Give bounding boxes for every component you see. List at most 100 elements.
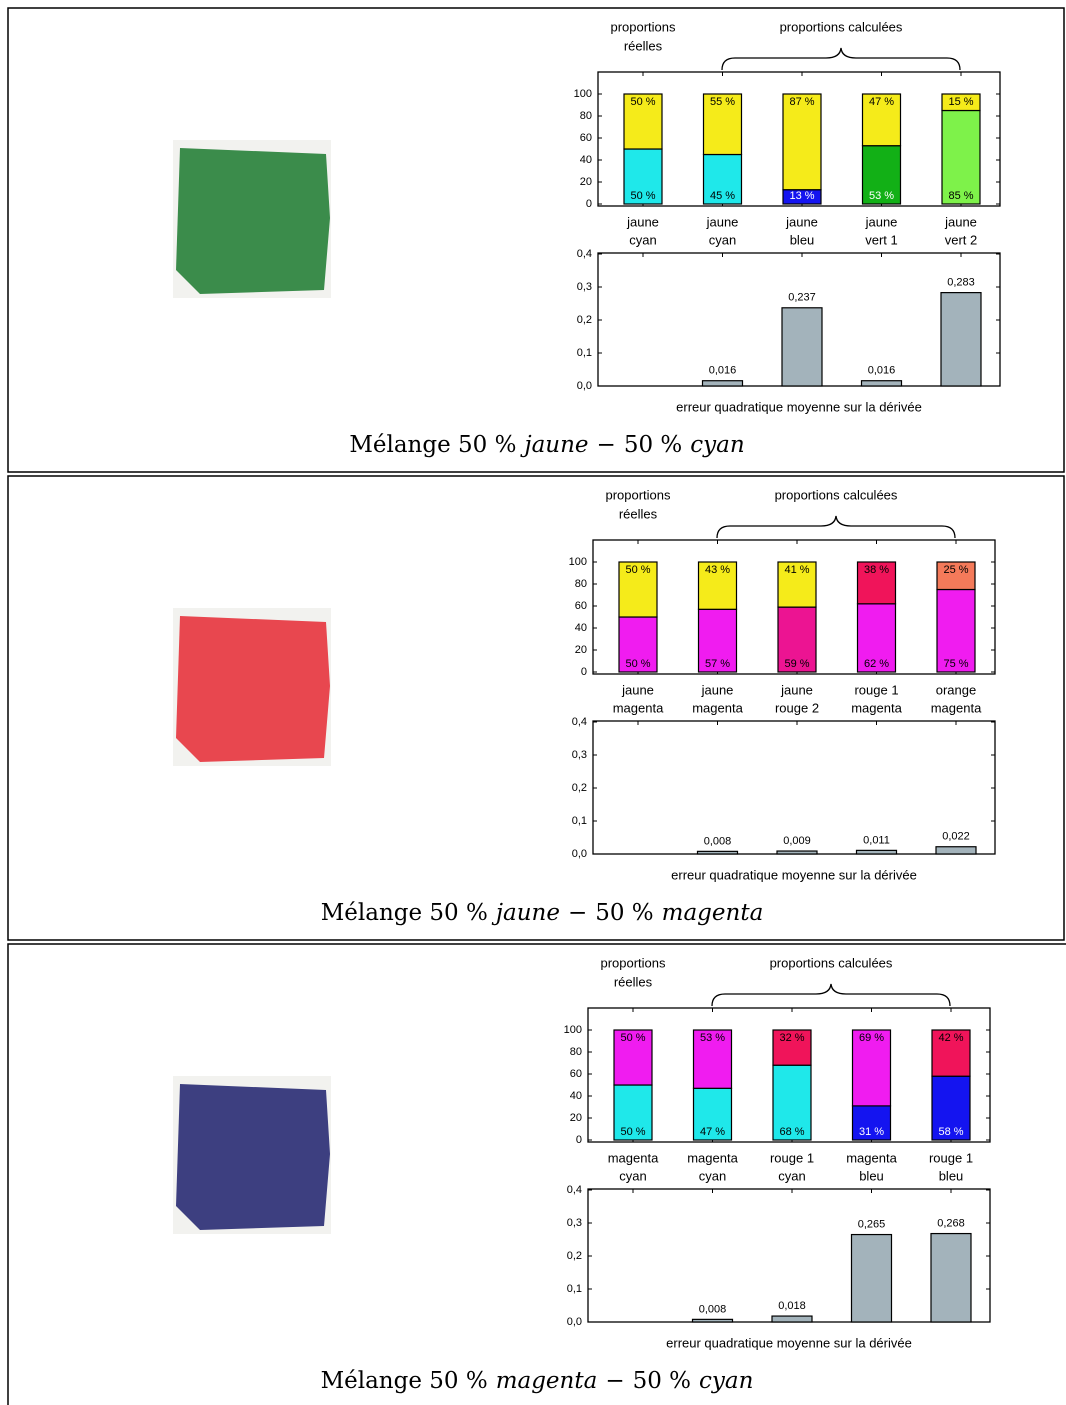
y-tick-label: 0,2 [572, 782, 587, 794]
y-tick-label: 0,3 [577, 281, 592, 293]
panel-border [7, 943, 1066, 1405]
value-label: 0,016 [709, 365, 737, 377]
segment-label: 41 % [784, 564, 809, 576]
segment-label: 50 % [620, 1032, 645, 1044]
chart-frame [592, 539, 996, 675]
caption-part: jaune [519, 432, 588, 458]
value-label: 0,022 [942, 831, 970, 843]
y-tick-label: 0,4 [577, 248, 592, 260]
header-label: réelles [619, 506, 658, 521]
segment-label: 57 % [705, 658, 730, 670]
x-tick-label: jaune [780, 682, 813, 697]
bar-segment [851, 1029, 892, 1107]
caption-part: 50 % [633, 1368, 691, 1394]
x-tick-label: orange [936, 682, 976, 697]
bar [935, 846, 977, 855]
segment-label: 62 % [864, 658, 889, 670]
value-label: 0,018 [778, 1300, 806, 1312]
panel: proportions réelles proportions calculées 0… [173, 19, 1001, 458]
bar-segment [856, 603, 897, 673]
x-tick-label: vert 1 [865, 232, 898, 247]
segment-label: 47 % [869, 96, 894, 108]
x-tick-label: cyan [709, 232, 736, 247]
y-tick-label: 20 [575, 644, 587, 656]
segment-label: 31 % [859, 1126, 884, 1138]
caption-part: − [597, 432, 616, 458]
value-label: 0,009 [783, 835, 811, 847]
x-tick-label: magenta [613, 700, 664, 715]
header-label: proportions [600, 955, 666, 970]
x-tick-label: magenta [608, 1150, 659, 1165]
x-tick-label: jaune [944, 214, 977, 229]
segment-label: 53 % [869, 190, 894, 202]
bar-segment [702, 93, 743, 156]
bar [701, 380, 744, 387]
bar-segment [613, 1029, 653, 1086]
y-tick-label: 100 [564, 1024, 582, 1036]
bar-segment [856, 561, 897, 605]
x-tick-label: rouge 1 [770, 1150, 814, 1165]
x-tick-label: magenta [931, 700, 982, 715]
bar-segment [697, 561, 738, 610]
bar [940, 292, 982, 387]
value-label: 0,008 [704, 835, 732, 847]
y-tick-label: 0,3 [572, 749, 587, 761]
chart-frame [597, 71, 1001, 207]
chart-frame [587, 1007, 991, 1143]
x-tick-label: jaune [621, 682, 654, 697]
x-tick-label: magenta [851, 700, 902, 715]
x-axis-label: erreur quadratique moyenne sur la dérivé… [671, 867, 917, 882]
caption-part: jaune [491, 900, 560, 926]
panel: proportions réelles proportions calculées 0… [173, 487, 996, 926]
bar-segment [782, 93, 822, 191]
y-tick-label: 0,0 [567, 1316, 582, 1328]
y-tick-label: 0,3 [567, 1217, 582, 1229]
bar-segment [618, 616, 658, 673]
x-tick-label: cyan [629, 232, 656, 247]
caption-part: 50 % [624, 432, 682, 458]
x-axis-label: erreur quadratique moyenne sur la dérivé… [666, 1335, 912, 1350]
x-tick-label: jaune [865, 214, 898, 229]
caption-part: cyan [690, 432, 744, 458]
y-tick-label: 80 [575, 578, 587, 590]
y-tick-label: 0,2 [567, 1250, 582, 1262]
x-tick-label: jaune [785, 214, 818, 229]
bar-segment [772, 1029, 812, 1066]
y-tick-label: 0,1 [577, 347, 592, 359]
value-label: 0,011 [863, 834, 890, 846]
segment-label: 50 % [630, 190, 655, 202]
segment-label: 25 % [943, 564, 968, 576]
y-tick-label: 60 [580, 132, 592, 144]
bar-segment [692, 1087, 733, 1141]
bar-segment [623, 93, 663, 150]
y-tick-label: 0,0 [572, 848, 587, 860]
caption-part: magenta [662, 900, 764, 926]
segment-label: 45 % [710, 190, 735, 202]
bar-segment [618, 561, 658, 618]
header-label: proportions [610, 19, 676, 34]
segment-label: 53 % [700, 1032, 725, 1044]
segment-label: 68 % [779, 1126, 804, 1138]
y-tick-label: 0 [581, 666, 587, 678]
caption-part: − [568, 900, 587, 926]
segment-label: 50 % [625, 658, 650, 670]
y-tick-label: 80 [580, 110, 592, 122]
segment-label: 15 % [948, 96, 973, 108]
caption-part: Mélange 50 % [321, 900, 488, 926]
y-tick-label: 0,1 [572, 815, 587, 827]
segment-label: 58 % [938, 1126, 963, 1138]
x-tick-label: cyan [619, 1168, 646, 1183]
x-tick-label: magenta [687, 1150, 738, 1165]
y-tick-label: 60 [575, 600, 587, 612]
segment-label: 50 % [625, 564, 650, 576]
header-label: proportions [605, 487, 671, 502]
bar-segment [777, 561, 817, 608]
x-tick-label: jaune [701, 682, 734, 697]
paint-swatch [176, 616, 330, 762]
bar-segment [851, 1105, 892, 1141]
caption: Mélange 50 % magenta −50 % cyan [321, 1368, 754, 1394]
bar-segment [936, 588, 976, 673]
segment-label: 50 % [630, 96, 655, 108]
caption-part: Mélange 50 % [321, 1368, 488, 1394]
